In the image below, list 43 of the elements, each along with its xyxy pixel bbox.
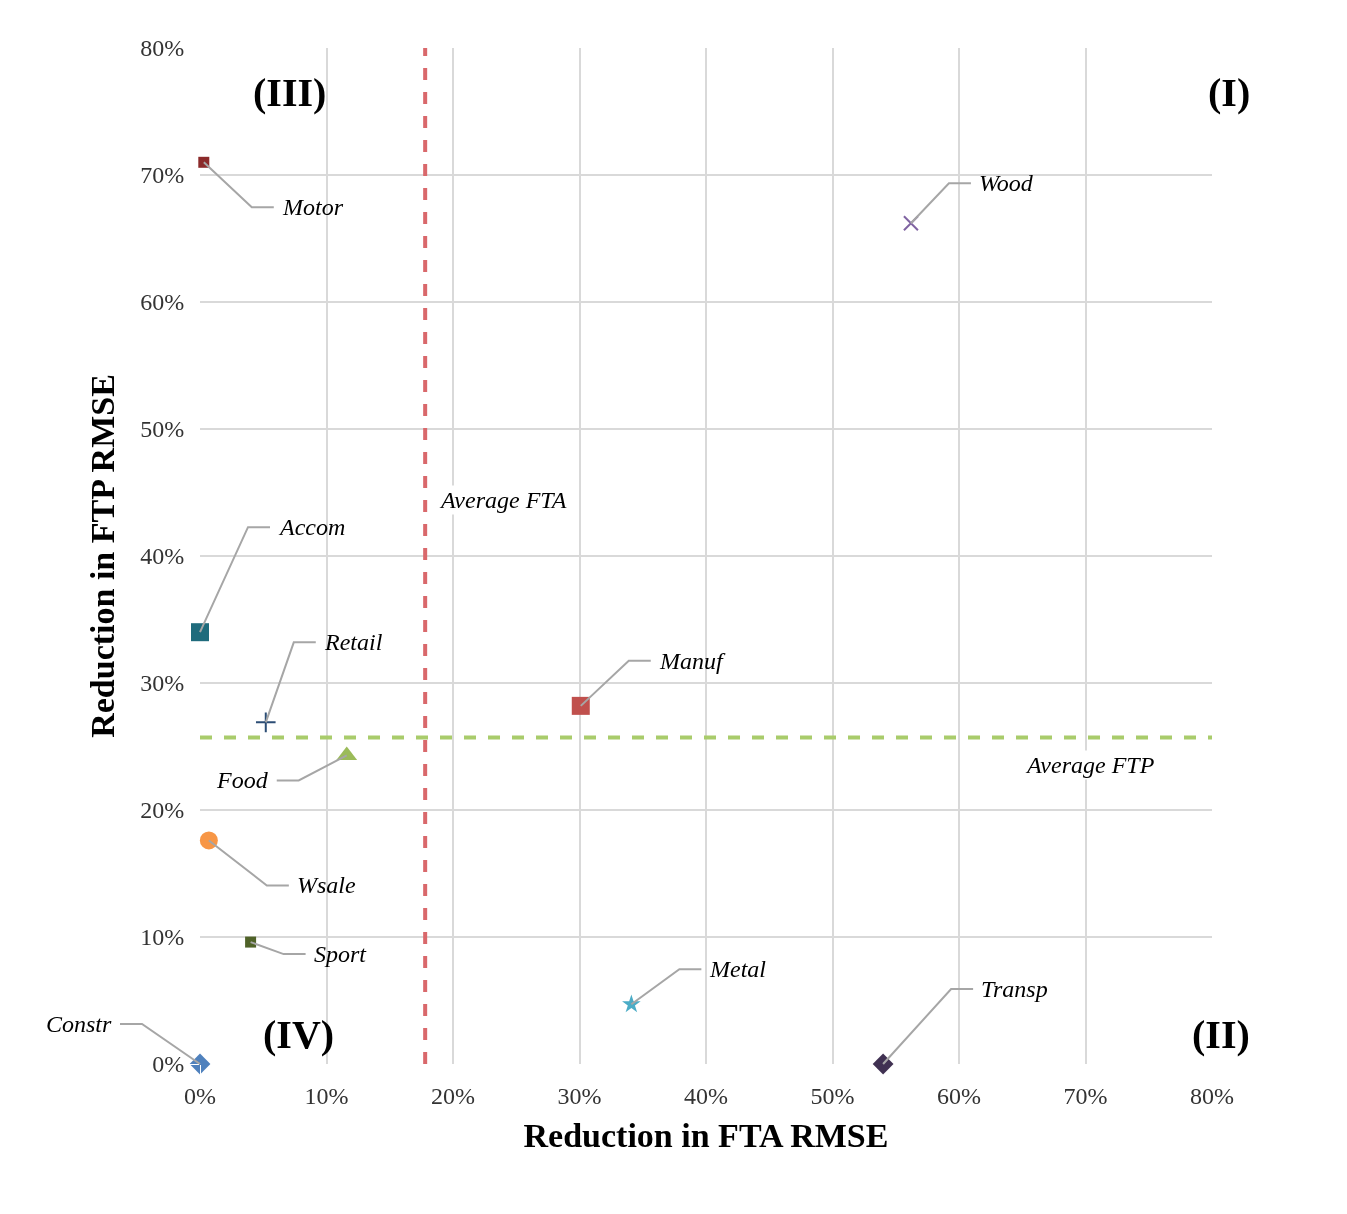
- text: Sport: [314, 941, 368, 967]
- text: Constr: [46, 1011, 113, 1037]
- x-tick-label: 50%: [810, 1082, 855, 1109]
- annotation: (II): [1192, 1012, 1250, 1057]
- y-tick-label: 80%: [140, 35, 185, 62]
- y-tick-label: 30%: [140, 670, 185, 697]
- y-tick-label: 0%: [152, 1051, 185, 1078]
- x-axis-title: Reduction in FTA RMSE: [523, 1117, 889, 1155]
- x-tick-label: 40%: [684, 1082, 728, 1109]
- point: [254, 711, 277, 734]
- annotation: (III): [253, 70, 327, 115]
- y-tick-label: 40%: [140, 543, 185, 570]
- y-tick-label: 60%: [140, 289, 185, 316]
- text: Metal: [709, 956, 767, 982]
- x-tick-label: 80%: [1190, 1082, 1234, 1109]
- x-tick-label: 20%: [431, 1082, 475, 1109]
- x-tick-label: 30%: [557, 1082, 602, 1109]
- annotation: (IV): [263, 1012, 335, 1057]
- text: Retail: [324, 629, 383, 655]
- point: [872, 1053, 894, 1075]
- text: Wood: [979, 170, 1034, 196]
- ref-line-label: Average FTA: [439, 487, 567, 513]
- y-tick-label: 10%: [140, 924, 185, 951]
- point: [571, 696, 590, 715]
- point: [191, 623, 209, 642]
- y-tick-label: 20%: [140, 797, 185, 824]
- text: Wsale: [297, 872, 356, 898]
- x-tick-label: 10%: [304, 1082, 349, 1109]
- x-tick-label: 0%: [184, 1082, 216, 1109]
- text: Accom: [278, 514, 346, 540]
- text: Transp: [981, 976, 1048, 1002]
- x-tick-label: 60%: [937, 1082, 981, 1109]
- y-axis-title: Reduction in FTP RMSE: [83, 374, 121, 738]
- x-tick-label: 70%: [1063, 1082, 1108, 1109]
- point: [622, 994, 641, 1013]
- annotation: (I): [1208, 70, 1251, 115]
- text: Motor: [282, 194, 344, 220]
- text: Manuf: [659, 648, 726, 674]
- y-tick-label: 70%: [140, 162, 185, 189]
- y-tick-label: 50%: [140, 416, 185, 443]
- ref-line-label: Average FTP: [1025, 752, 1155, 778]
- point: [199, 831, 218, 850]
- text: Food: [216, 767, 269, 793]
